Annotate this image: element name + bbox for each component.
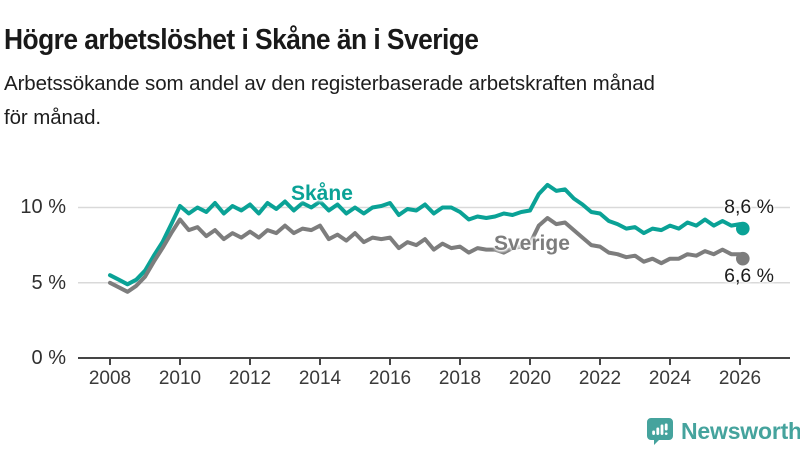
x-tick-label-2008: 2008 bbox=[88, 368, 132, 389]
x-tick-label-2022: 2022 bbox=[578, 368, 622, 389]
end-value-label-skane: 8,6 % bbox=[724, 196, 774, 218]
page-title: Högre arbetslöshet i Skåne än i Sverige bbox=[4, 24, 479, 57]
series-label-skane: Skåne bbox=[291, 182, 353, 205]
subtitle-line-2: för månad. bbox=[4, 106, 101, 129]
subtitle-line-1: Arbetssökande som andel av den registerb… bbox=[4, 72, 655, 95]
y-tick-label-10: 10 % bbox=[20, 196, 66, 218]
end-value-label-sverige: 6,6 % bbox=[724, 265, 774, 287]
series-label-sverige: Sverige bbox=[494, 232, 570, 255]
x-tick-label-2014: 2014 bbox=[298, 368, 342, 389]
x-tick-label-2020: 2020 bbox=[508, 368, 552, 389]
x-tick-label-2026: 2026 bbox=[718, 368, 762, 389]
newsworthy-logo: Newsworthy bbox=[646, 417, 800, 445]
newsworthy-logo-text: Newsworthy bbox=[681, 418, 800, 444]
x-tick-label-2016: 2016 bbox=[368, 368, 412, 389]
x-tick-label-2024: 2024 bbox=[648, 368, 692, 389]
x-tick-label-2018: 2018 bbox=[438, 368, 482, 389]
x-tick-label-2010: 2010 bbox=[158, 368, 202, 389]
x-tick-label-2012: 2012 bbox=[228, 368, 272, 389]
y-tick-label-0: 0 % bbox=[31, 347, 66, 369]
bar-chart-speech-bubble-icon bbox=[647, 418, 673, 445]
chart-subtitle: Arbetssökande som andel av den registerb… bbox=[4, 67, 655, 135]
y-tick-label-5: 5 % bbox=[31, 272, 66, 294]
